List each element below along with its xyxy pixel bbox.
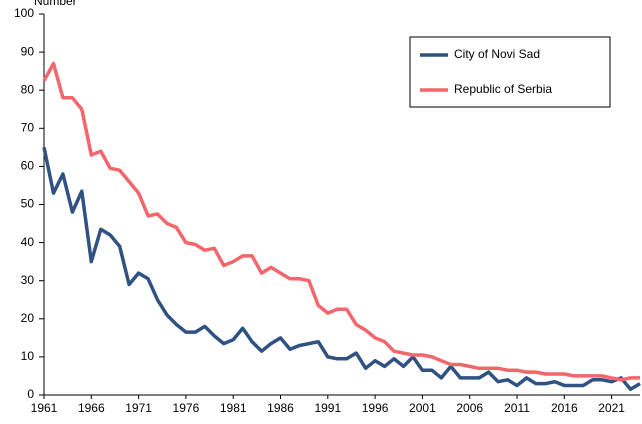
y-tick-label: 0 bbox=[27, 387, 34, 401]
series-line bbox=[42, 146, 641, 392]
x-tick-label: 1986 bbox=[267, 401, 294, 415]
y-tick-label: 30 bbox=[21, 273, 35, 287]
x-tick-label: 2021 bbox=[598, 401, 625, 415]
y-tick-label: 50 bbox=[21, 197, 35, 211]
x-tick-label: 1966 bbox=[78, 401, 105, 415]
y-tick-label: 20 bbox=[21, 311, 35, 325]
y-tick-label: 10 bbox=[21, 349, 35, 363]
y-tick-label: 70 bbox=[21, 120, 35, 134]
legend-box bbox=[409, 36, 611, 108]
x-tick-label: 1976 bbox=[173, 401, 200, 415]
x-tick-label: 1961 bbox=[31, 401, 58, 415]
y-tick-label: 40 bbox=[21, 235, 35, 249]
legend-label: Republic of Serbia bbox=[454, 82, 552, 96]
x-tick-label: 2016 bbox=[551, 401, 578, 415]
y-tick-label: 90 bbox=[21, 44, 35, 58]
x-tick-label: 2001 bbox=[409, 401, 436, 415]
y-tick-label: 60 bbox=[21, 159, 35, 173]
y-tick-label: 80 bbox=[21, 82, 35, 96]
y-tick-label: 100 bbox=[14, 6, 34, 20]
y-axis-label: Number bbox=[34, 0, 77, 8]
legend-label: City of Novi Sad bbox=[454, 47, 540, 61]
legend: City of Novi Sad Republic of Serbia bbox=[409, 36, 611, 108]
x-tick-label: 1996 bbox=[362, 401, 389, 415]
x-tick-label: 1971 bbox=[125, 401, 152, 415]
x-tick-label: 2006 bbox=[456, 401, 483, 415]
x-tick-label: 2011 bbox=[504, 401, 530, 415]
x-tick-label: 1981 bbox=[220, 401, 247, 415]
x-tick-label: 1991 bbox=[314, 401, 341, 415]
series-line bbox=[42, 61, 640, 382]
